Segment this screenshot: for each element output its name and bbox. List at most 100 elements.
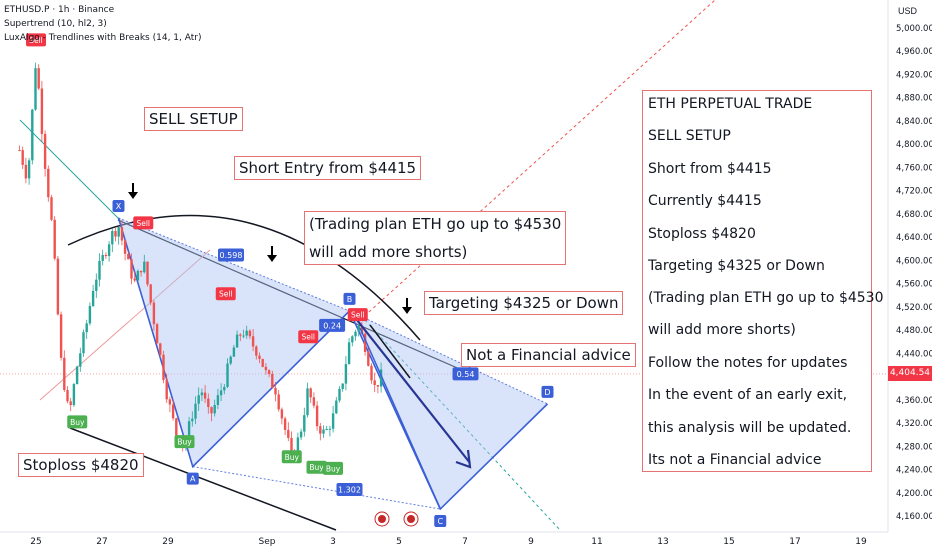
targeting-note[interactable]: Targeting $4325 or Down	[424, 291, 624, 315]
y-tick-label: 4,720.00	[896, 187, 932, 197]
candle	[351, 335, 354, 347]
info-line: will add more shorts)	[648, 322, 796, 338]
candle	[47, 165, 50, 202]
candle	[162, 350, 165, 384]
candle	[248, 329, 252, 340]
svg-text:0.54: 0.54	[457, 370, 475, 379]
candle	[114, 228, 117, 242]
svg-text:Sell: Sell	[219, 290, 233, 299]
candle	[283, 416, 287, 436]
harmonic-ratio-label: 0.24	[319, 318, 346, 332]
y-tick-label: 4,160.00	[896, 512, 932, 522]
candle	[287, 422, 290, 442]
candle	[43, 130, 47, 177]
candle	[79, 347, 82, 372]
candle	[216, 388, 220, 410]
info-line: Stoploss $4820	[648, 226, 756, 242]
candle	[37, 64, 40, 90]
candlestick-series	[18, 62, 472, 527]
svg-text:X: X	[116, 202, 122, 211]
candle	[373, 372, 376, 393]
candle	[303, 407, 306, 437]
candle	[239, 333, 242, 342]
supertrend-indicator-label[interactable]: Supertrend (10, hl2, 3)	[4, 19, 107, 29]
candle	[85, 319, 88, 340]
candle	[130, 253, 133, 285]
info-line: Follow the notes for updates	[648, 355, 848, 371]
candle	[344, 356, 348, 391]
stoploss-note[interactable]: Stoploss $4820	[18, 453, 144, 477]
x-axis: 25 27 29 Sep 3 5 7 9 11 13 15 17 19	[0, 531, 888, 547]
candle	[139, 270, 143, 277]
candle	[277, 390, 280, 412]
svg-text:B: B	[347, 295, 353, 304]
candle	[322, 425, 325, 438]
candle	[136, 269, 140, 281]
svg-text:Sell: Sell	[29, 36, 43, 45]
candle	[347, 337, 351, 365]
x-tick-label: 27	[96, 537, 107, 547]
sell-signal-label: Sell	[298, 330, 319, 344]
info-line: Targeting $4325 or Down	[648, 258, 825, 274]
candle	[197, 387, 200, 411]
y-tick-label: 4,680.00	[896, 210, 932, 220]
trade-info-box[interactable]: ETH PERPETUAL TRADE SELL SETUP Short fro…	[642, 90, 883, 472]
harmonic-ratio-label: 0.598	[218, 248, 244, 262]
candle	[315, 401, 319, 431]
symbol-line[interactable]: ETHUSD.P · 1h · Binance	[4, 5, 115, 15]
currency-label[interactable]: USD	[898, 6, 918, 16]
candle	[255, 345, 258, 360]
harmonic-ratio-label: 1.302	[336, 483, 363, 497]
buy-signal-label: Buy	[323, 461, 343, 475]
candle	[203, 385, 207, 404]
candle	[319, 423, 322, 441]
candle	[328, 425, 332, 437]
buy-signal-label: Buy	[281, 450, 302, 464]
harmonic-ratio-line	[349, 310, 548, 405]
x-tick-label: 11	[591, 537, 602, 547]
candle	[338, 386, 341, 403]
svg-text:Sell: Sell	[301, 333, 315, 342]
y-tick-label: 4,200.00	[896, 489, 932, 499]
svg-text:1.302: 1.302	[338, 486, 361, 495]
candle	[325, 425, 328, 431]
candle	[226, 358, 229, 389]
candle	[50, 194, 53, 222]
candle	[24, 157, 28, 184]
candle	[59, 311, 63, 361]
harmonic-pattern: 0.598 0.24 1.302 0.54 X A B C D	[112, 199, 554, 528]
candle	[133, 271, 136, 283]
svg-text:D: D	[544, 388, 550, 397]
not-financial-note[interactable]: Not a Financial advice	[461, 343, 636, 367]
sell-setup-note[interactable]: SELL SETUP	[144, 107, 243, 131]
harmonic-point-d: D	[541, 385, 554, 398]
trendlines-indicator-label[interactable]: LuxAlgo - Trendlines with Breaks (14, 1,…	[4, 33, 202, 43]
short-entry-note[interactable]: Short Entry from $4415	[234, 156, 422, 180]
candle	[235, 330, 239, 348]
info-line: SELL SETUP	[648, 128, 731, 144]
buy-signal-label: Buy	[174, 435, 195, 449]
y-tick-label: 4,280.00	[896, 442, 932, 452]
x-tick-label: 13	[657, 537, 668, 547]
candle	[223, 383, 226, 395]
trading-plan-note[interactable]: (Trading plan ETH go up to $4530 will ad…	[304, 211, 567, 265]
y-tick-label: 4,440.00	[896, 349, 932, 359]
sell-signal-label: Sell	[26, 33, 46, 47]
y-tick-label: 4,800.00	[896, 140, 932, 150]
x-tick-label: 9	[528, 537, 534, 547]
down-arrow-icon	[267, 246, 277, 262]
harmonic-ratio-line	[192, 466, 441, 510]
y-tick-label: 4,480.00	[896, 326, 932, 336]
trading-plan-line1: (Trading plan ETH go up to $4530	[309, 215, 562, 233]
svg-text:A: A	[190, 475, 196, 484]
x-tick-label: 7	[462, 537, 468, 547]
buy-signal-label: Buy	[67, 415, 88, 429]
candle	[88, 302, 92, 326]
candle	[107, 241, 111, 262]
candle	[69, 398, 72, 412]
candle	[267, 369, 271, 378]
current-price-label: 4,404.54	[888, 366, 932, 381]
harmonic-triangle-xab	[118, 217, 350, 467]
candle	[232, 344, 236, 357]
